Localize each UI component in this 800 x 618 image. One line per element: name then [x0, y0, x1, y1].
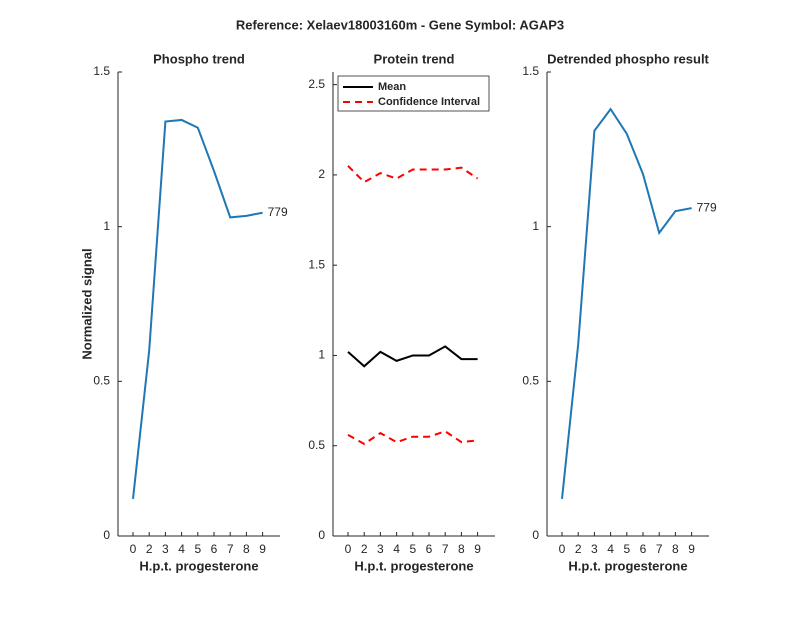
subplot-title: Protein trend: [374, 51, 455, 66]
legend-box: [337, 75, 490, 112]
x-tick-label: 4: [607, 542, 614, 556]
x-tick-label: 7: [442, 542, 449, 556]
y-tick-label: 0: [103, 528, 110, 542]
x-tick-label: 9: [688, 542, 695, 556]
ci-upper-line: [347, 165, 479, 184]
x-tick-label: 6: [426, 542, 433, 556]
x-tick-label: 4: [178, 542, 185, 556]
y-tick-label: 2: [318, 167, 325, 181]
x-tick-label: 6: [211, 542, 218, 556]
subplot-title: Phospho trend: [153, 51, 245, 66]
x-tick-label: 4: [393, 542, 400, 556]
y-tick-label: 1.5: [93, 64, 110, 78]
x-axis-label: H.p.t. progesterone: [354, 558, 473, 573]
data-line: [132, 118, 263, 499]
y-tick-label: 0.5: [308, 438, 325, 452]
x-axis-label: H.p.t. progesterone: [568, 558, 687, 573]
figure-title: Reference: Xelaev18003160m - Gene Symbol…: [236, 17, 564, 32]
x-tick-label: 9: [259, 542, 266, 556]
y-tick-label: 1: [532, 219, 539, 233]
y-tick-label: 2.5: [308, 77, 325, 91]
y-tick-label: 0.5: [522, 374, 539, 388]
x-tick-label: 2: [361, 542, 368, 556]
y-tick-label: 0: [532, 528, 539, 542]
end-label: 779: [697, 200, 717, 214]
x-tick-label: 0: [559, 542, 566, 556]
x-tick-label: 2: [146, 542, 153, 556]
subplot-title: Detrended phospho result: [547, 51, 709, 66]
x-tick-label: 5: [409, 542, 416, 556]
y-axis-label: Normalized signal: [79, 248, 94, 359]
x-tick-label: 3: [591, 542, 598, 556]
y-tick-label: 0.5: [93, 374, 110, 388]
x-tick-label: 8: [243, 542, 250, 556]
x-tick-label: 8: [458, 542, 465, 556]
x-tick-label: 9: [474, 542, 481, 556]
y-tick-label: 1: [318, 348, 325, 362]
y-tick-label: 1.5: [522, 64, 539, 78]
x-tick-label: 0: [130, 542, 137, 556]
end-label: 779: [268, 205, 288, 219]
x-tick-label: 2: [575, 542, 582, 556]
legend-label: Confidence Interval: [378, 96, 480, 108]
y-tick-label: 0: [318, 528, 325, 542]
legend-label: Mean: [378, 81, 406, 93]
x-tick-label: 7: [227, 542, 234, 556]
x-tick-label: 5: [623, 542, 630, 556]
y-tick-label: 1.5: [308, 257, 325, 271]
x-tick-label: 7: [656, 542, 663, 556]
data-line: [561, 107, 692, 499]
y-tick-label: 1: [103, 219, 110, 233]
x-tick-label: 3: [162, 542, 169, 556]
x-tick-label: 6: [640, 542, 647, 556]
x-tick-label: 3: [377, 542, 384, 556]
x-axis-label: H.p.t. progesterone: [139, 558, 258, 573]
ci-lower-line: [347, 430, 478, 446]
x-tick-label: 0: [345, 542, 352, 556]
x-tick-label: 5: [194, 542, 201, 556]
x-tick-label: 8: [672, 542, 679, 556]
mean-line: [347, 345, 478, 368]
